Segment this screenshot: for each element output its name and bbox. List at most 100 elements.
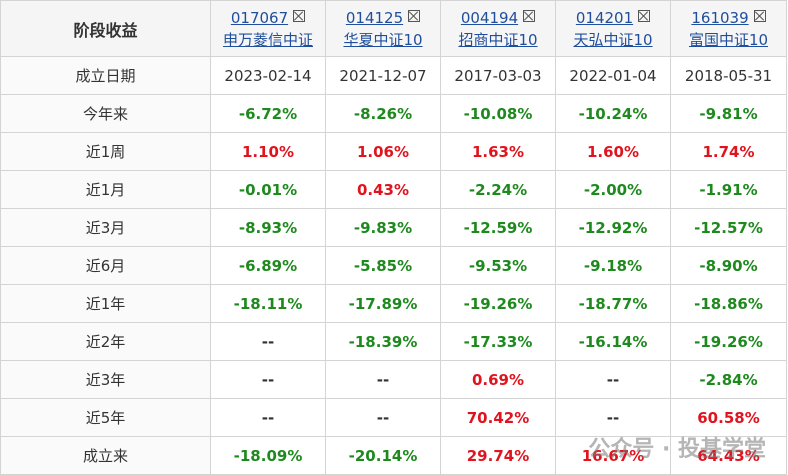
row-label: 成立日期 <box>0 56 211 95</box>
row-label: 近1年 <box>0 284 211 323</box>
return-cell: -2.00% <box>555 170 671 209</box>
return-cell: -17.89% <box>325 284 441 323</box>
row-label: 近5年 <box>0 398 211 437</box>
return-cell: -- <box>210 360 326 399</box>
fund-name[interactable]: 申万菱信中证 <box>222 30 313 49</box>
header-title: 阶段收益 <box>0 0 211 57</box>
return-cell: -19.26% <box>440 284 556 323</box>
return-cell: 60.58% <box>670 398 787 437</box>
return-cell: 1.74% <box>670 132 787 171</box>
return-cell: -9.83% <box>325 208 441 247</box>
table-body: 成立日期 2023-02-14 2021-12-07 2017-03-03 2022-0… <box>0 56 787 475</box>
fund-code-line: 017067 <box>212 7 325 29</box>
return-cell: -10.08% <box>440 94 556 133</box>
fund-name[interactable]: 华夏中证10 <box>343 30 423 49</box>
table-row: 近1周 1.10% 1.06% 1.63% 1.60% 1.74% <box>0 132 787 171</box>
return-cell: 1.63% <box>440 132 556 171</box>
table-row: 今年来 -6.72% -8.26% -10.08% -10.24% -9.81% <box>0 94 787 133</box>
return-cell: -8.26% <box>325 94 441 133</box>
return-cell: -18.39% <box>325 322 441 361</box>
row-label: 近2年 <box>0 322 211 361</box>
date-cell: 2023-02-14 <box>210 56 326 95</box>
fund-code[interactable]: 014125 <box>345 8 404 27</box>
fund-header: 004194 招商中证10 <box>440 0 556 57</box>
return-cell: -- <box>555 360 671 399</box>
table-row: 成立日期 2023-02-14 2021-12-07 2017-03-03 2022-0… <box>0 56 787 95</box>
return-cell: 1.06% <box>325 132 441 171</box>
return-cell: -1.91% <box>670 170 787 209</box>
return-cell: -8.93% <box>210 208 326 247</box>
fund-name[interactable]: 招商中证10 <box>458 30 538 49</box>
date-cell: 2018-05-31 <box>670 56 787 95</box>
table-row: 近6月 -6.89% -5.85% -9.53% -9.18% -8.90% <box>0 246 787 285</box>
table-row: 近1年 -18.11% -17.89% -19.26% -18.77% -18.86% <box>0 284 787 323</box>
fund-code[interactable]: 017067 <box>230 8 289 27</box>
return-cell: -16.14% <box>555 322 671 361</box>
fund-name[interactable]: 富国中证10 <box>688 30 769 49</box>
return-cell: -12.92% <box>555 208 671 247</box>
return-cell: -- <box>555 398 671 437</box>
return-cell: -2.84% <box>670 360 787 399</box>
remove-icon[interactable] <box>753 9 766 22</box>
remove-icon[interactable] <box>638 9 651 22</box>
return-cell: -12.59% <box>440 208 556 247</box>
return-cell: -9.81% <box>670 94 787 133</box>
fund-code[interactable]: 004194 <box>460 8 519 27</box>
return-cell: -2.24% <box>440 170 556 209</box>
row-label: 近6月 <box>0 246 211 285</box>
fund-header: 017067 申万菱信中证 <box>210 0 326 57</box>
remove-icon[interactable] <box>293 9 306 22</box>
fund-header: 014125 华夏中证10 <box>325 0 441 57</box>
fund-header: 014201 天弘中证10 <box>555 0 671 57</box>
return-cell: -18.86% <box>670 284 787 323</box>
row-label: 近1周 <box>0 132 211 171</box>
row-label: 近3月 <box>0 208 211 247</box>
fund-header: 161039 富国中证10 <box>670 0 787 57</box>
return-cell: -0.01% <box>210 170 326 209</box>
fund-code[interactable]: 161039 <box>691 8 749 27</box>
row-label: 近1月 <box>0 170 211 209</box>
row-label: 近3年 <box>0 360 211 399</box>
fund-code[interactable]: 014201 <box>575 8 634 27</box>
fund-code-line: 161039 <box>672 7 786 29</box>
fund-code-line: 014125 <box>327 7 440 29</box>
return-cell: -- <box>210 322 326 361</box>
return-cell: -12.57% <box>670 208 787 247</box>
return-cell: -8.90% <box>670 246 787 285</box>
header-row: 阶段收益 017067 申万菱信中证 014125 华夏中证10 004194 招商中证1… <box>0 0 787 57</box>
fund-name[interactable]: 天弘中证10 <box>573 30 653 49</box>
fund-code-line: 014201 <box>557 7 670 29</box>
return-cell: -- <box>210 398 326 437</box>
table-row: 近3月 -8.93% -9.83% -12.59% -12.92% -12.57% <box>0 208 787 247</box>
return-cell: 0.43% <box>325 170 441 209</box>
return-cell: 1.60% <box>555 132 671 171</box>
return-cell: -- <box>325 398 441 437</box>
return-cell: 1.10% <box>210 132 326 171</box>
table-row: 近1月 -0.01% 0.43% -2.24% -2.00% -1.91% <box>0 170 787 209</box>
return-cell: -6.89% <box>210 246 326 285</box>
return-cell: -18.11% <box>210 284 326 323</box>
remove-icon[interactable] <box>523 9 536 22</box>
date-cell: 2017-03-03 <box>440 56 556 95</box>
remove-icon[interactable] <box>408 9 421 22</box>
date-cell: 2022-01-04 <box>555 56 671 95</box>
fund-code-line: 004194 <box>442 7 555 29</box>
return-cell: -10.24% <box>555 94 671 133</box>
return-cell: -18.77% <box>555 284 671 323</box>
return-cell: -6.72% <box>210 94 326 133</box>
return-cell: -5.85% <box>325 246 441 285</box>
return-cell: 0.69% <box>440 360 556 399</box>
date-cell: 2021-12-07 <box>325 56 441 95</box>
table-row: 近5年 -- -- 70.42% -- 60.58% <box>0 398 787 437</box>
return-cell: -19.26% <box>670 322 787 361</box>
return-cell: -17.33% <box>440 322 556 361</box>
return-cell: -9.53% <box>440 246 556 285</box>
row-label: 今年来 <box>0 94 211 133</box>
table-row: 近3年 -- -- 0.69% -- -2.84% <box>0 360 787 399</box>
return-cell: -9.18% <box>555 246 671 285</box>
watermark: 公众号 · 投基学堂 <box>588 437 766 462</box>
return-cell: 70.42% <box>440 398 556 437</box>
table-row: 近2年 -- -18.39% -17.33% -16.14% -19.26% <box>0 322 787 361</box>
